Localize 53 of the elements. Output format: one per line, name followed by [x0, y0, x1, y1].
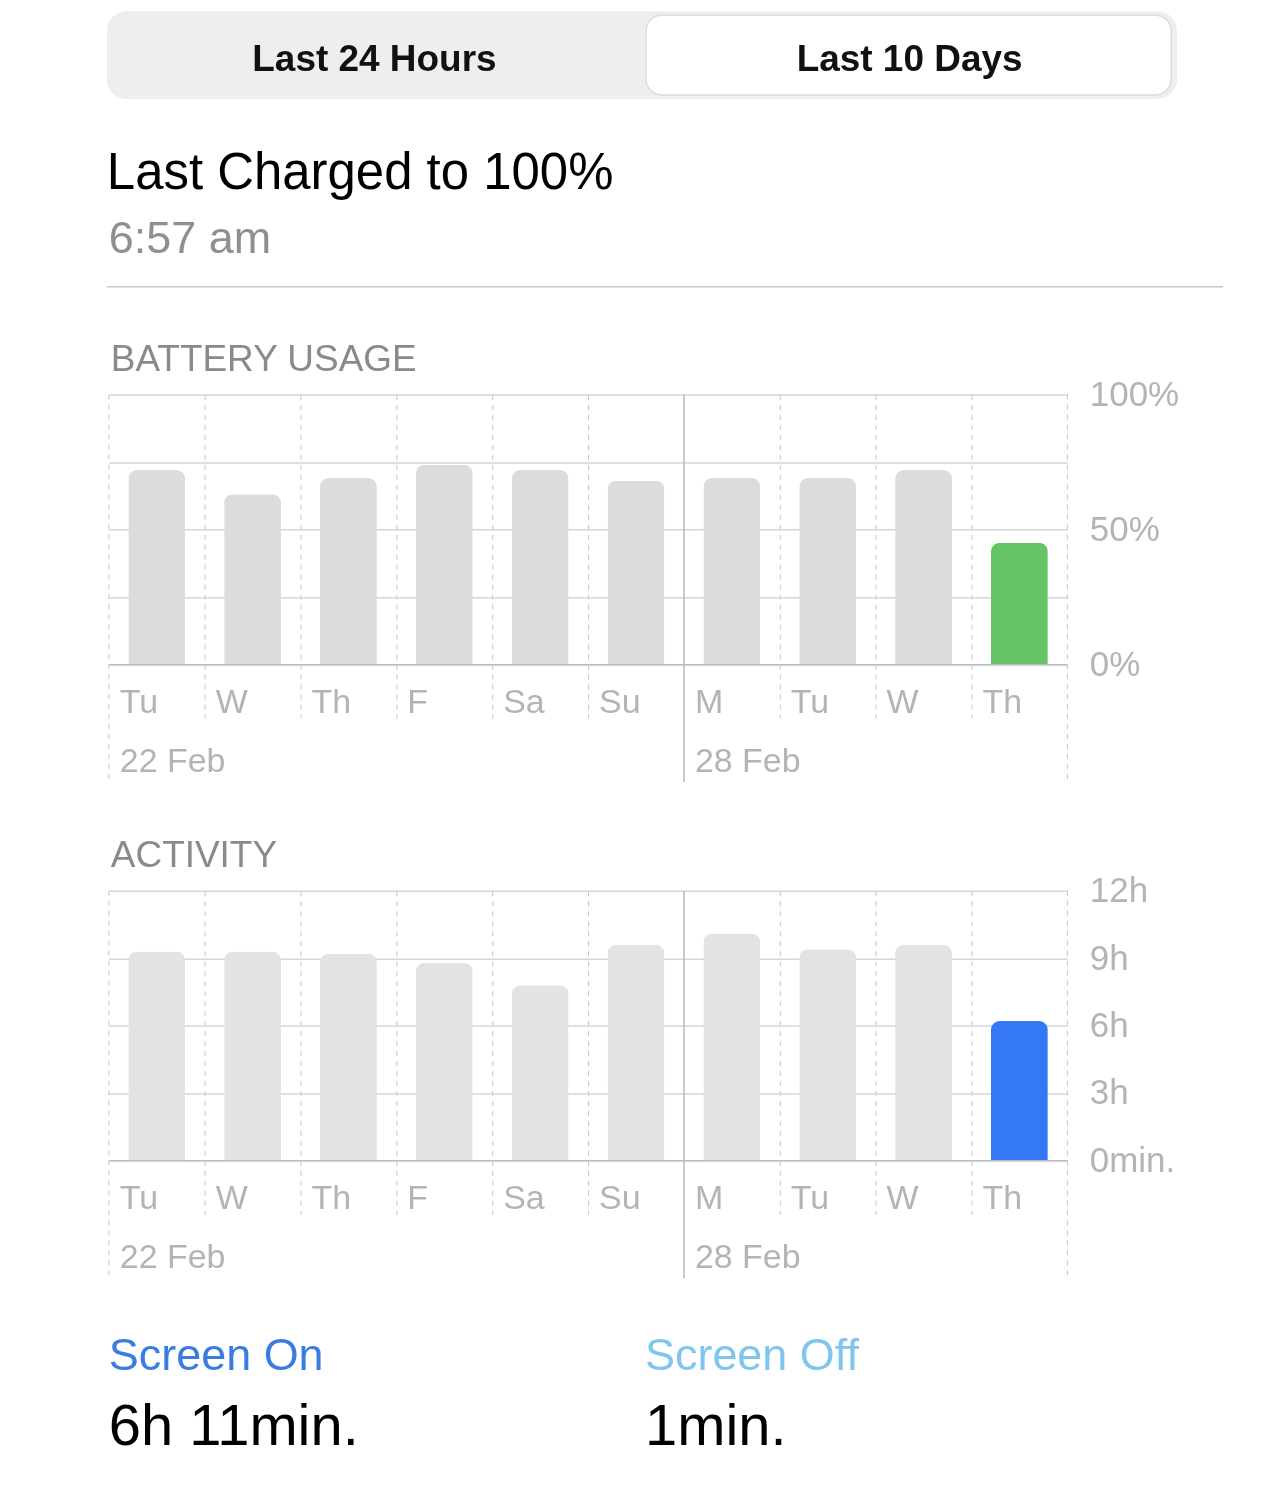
bar	[511, 985, 569, 1161]
x-tick-label: Tu	[790, 1177, 830, 1216]
chart-title: ACTIVITY	[110, 833, 278, 875]
x-tick-label: M	[694, 1177, 724, 1216]
y-tick-label: 9h	[1089, 937, 1129, 977]
y-tick-label: 100%	[1089, 374, 1180, 414]
x-tick-label: W	[886, 1177, 919, 1216]
bar	[990, 1021, 1048, 1161]
text: 6:57 am	[108, 211, 272, 263]
x-tick-label: W	[886, 681, 919, 720]
y-tick-label: 3h	[1089, 1072, 1129, 1112]
x-tick-label: F	[407, 1177, 429, 1216]
ref-line-label: 22 Feb	[119, 1237, 226, 1276]
x-tick-label: Th	[982, 1177, 1023, 1216]
bar	[799, 949, 857, 1161]
x-tick-label: Su	[599, 1177, 641, 1216]
x-tick-label: Tu	[119, 681, 159, 720]
x-tick-label: Sa	[503, 1177, 545, 1216]
text: Last 10 Days	[796, 38, 1023, 80]
x-tick-label: F	[407, 681, 429, 720]
x-tick-label: Sa	[503, 681, 545, 720]
x-tick-label: Tu	[119, 1177, 159, 1216]
text: Screen On	[108, 1329, 324, 1381]
y-tick-label: 50%	[1089, 508, 1160, 548]
chart-title: BATTERY USAGE	[110, 337, 417, 379]
x-tick-label: Su	[599, 681, 641, 720]
text: Last 24 Hours	[252, 38, 497, 80]
bar	[895, 944, 953, 1161]
text: Screen Off	[645, 1329, 860, 1381]
bar	[320, 953, 377, 1161]
y-tick-label: 0%	[1089, 643, 1141, 683]
ref-line-label: 22 Feb	[119, 740, 226, 779]
x-tick-label: W	[215, 1177, 248, 1216]
x-tick-label: Th	[311, 681, 352, 720]
bar	[703, 933, 761, 1161]
ref-line-label: 28 Feb	[694, 1237, 801, 1276]
text: 1min.	[645, 1392, 787, 1457]
y-tick-label: 6h	[1089, 1005, 1129, 1045]
bar	[990, 542, 1048, 665]
y-tick-label: 12h	[1089, 870, 1149, 910]
bar	[415, 962, 473, 1161]
bar	[607, 944, 665, 1161]
x-tick-label: M	[694, 681, 724, 720]
bar	[128, 951, 186, 1161]
x-tick-label: Tu	[790, 681, 830, 720]
text: 6h 11min.	[108, 1392, 359, 1457]
x-tick-label: W	[215, 681, 248, 720]
ref-line-label: 28 Feb	[694, 740, 801, 779]
bar	[224, 951, 282, 1161]
text: Last Charged to 100%	[106, 142, 614, 200]
x-tick-label: Th	[311, 1177, 352, 1216]
y-tick-label: 0min.	[1089, 1139, 1176, 1179]
x-tick-label: Th	[982, 681, 1023, 720]
